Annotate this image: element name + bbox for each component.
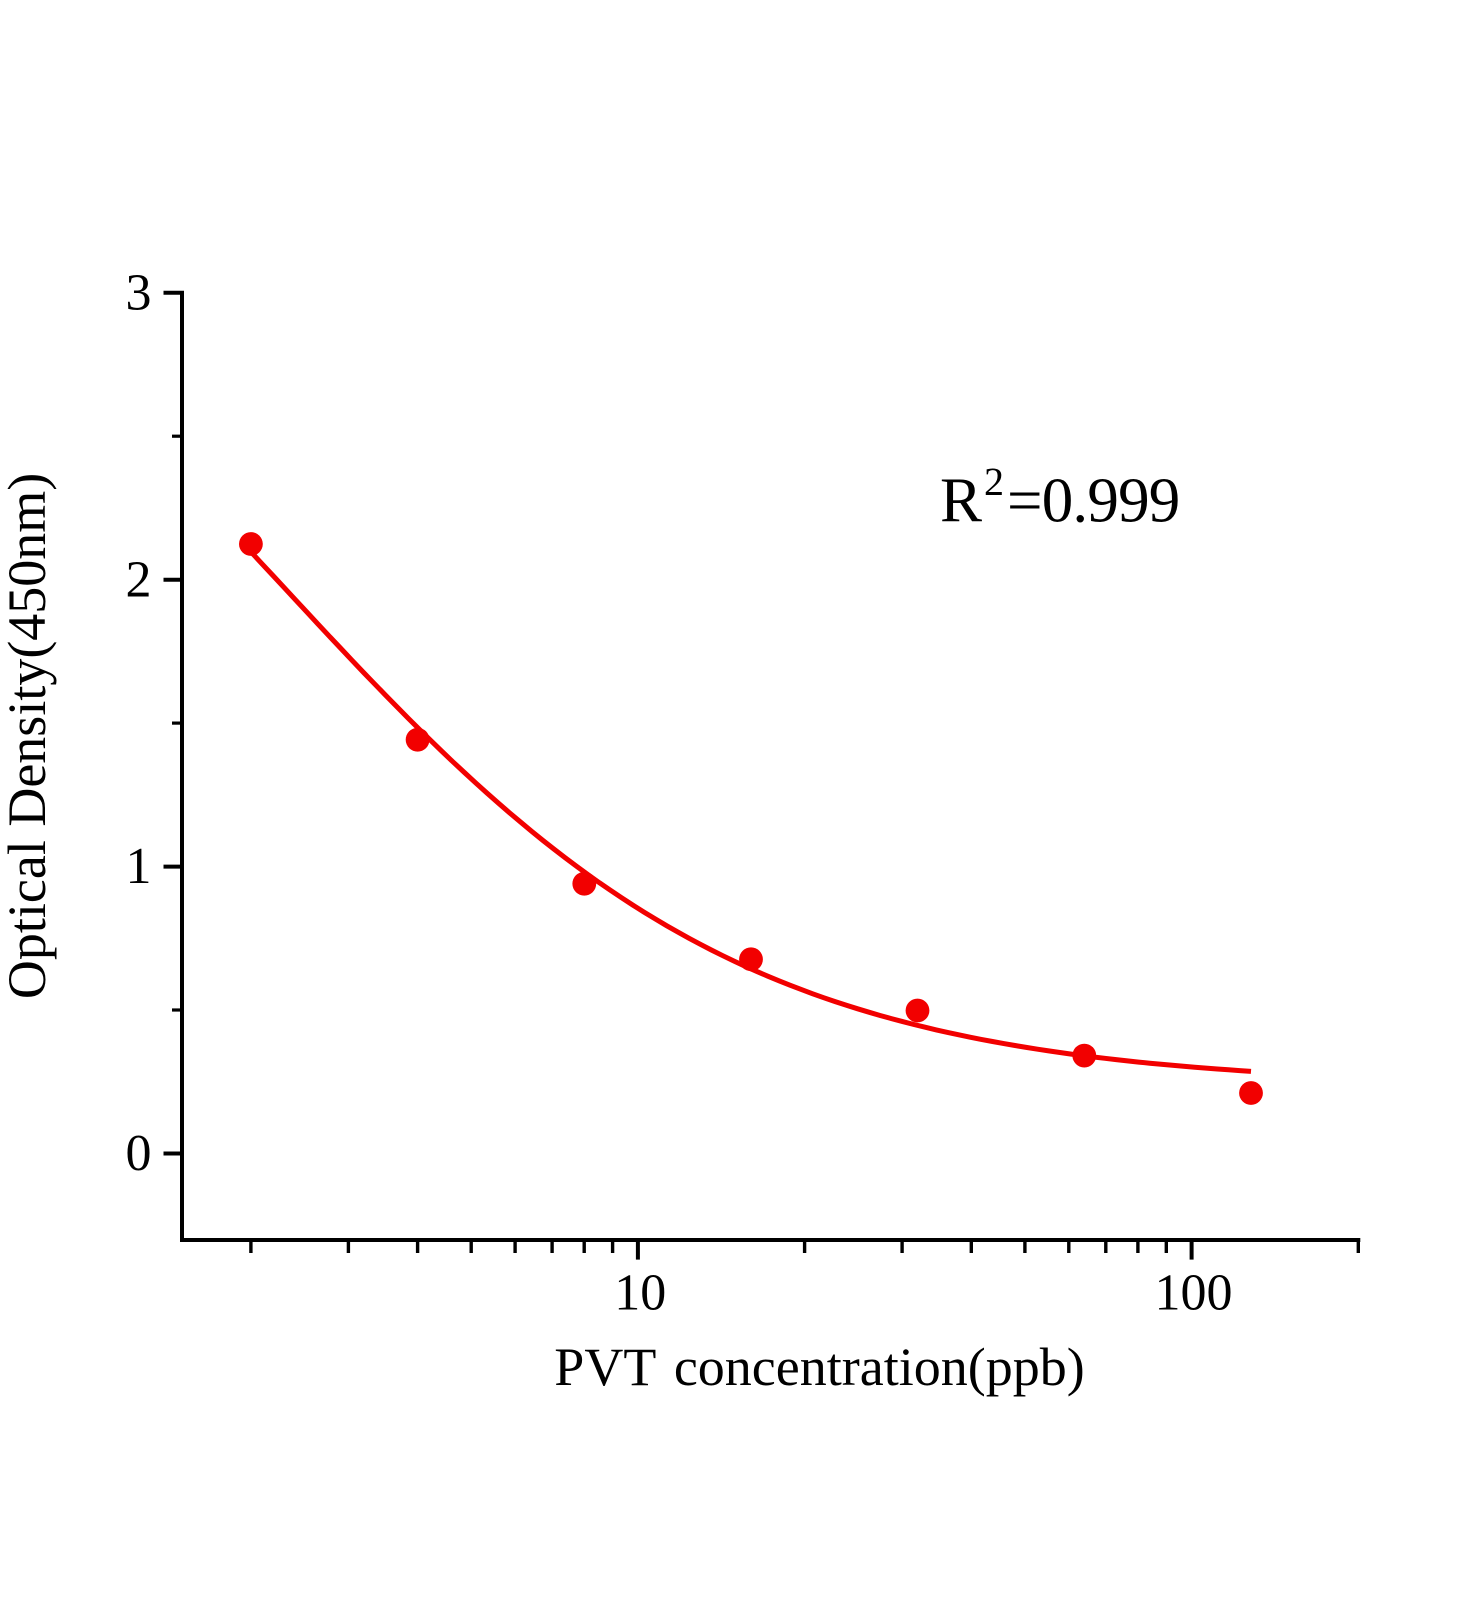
svg-text:3: 3 (126, 264, 152, 321)
svg-text:Optical Density(450nm): Optical Density(450nm) (0, 473, 57, 999)
svg-text:R: R (940, 466, 982, 536)
svg-text:=0.999: =0.999 (1007, 466, 1179, 536)
svg-text:2: 2 (126, 551, 152, 608)
svg-text:100: 100 (1155, 1265, 1233, 1322)
svg-text:1: 1 (126, 838, 152, 895)
svg-text:PVT concentration(ppb): PVT concentration(ppb) (554, 1337, 1084, 1397)
svg-text:10: 10 (614, 1265, 666, 1322)
svg-text:0: 0 (126, 1125, 152, 1182)
